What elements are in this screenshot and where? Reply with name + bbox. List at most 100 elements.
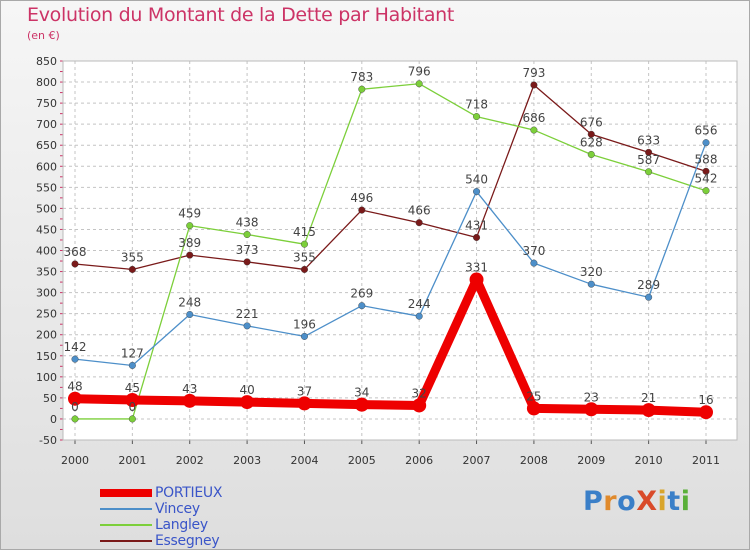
data-label-langley: 459 (178, 207, 201, 221)
series-line-portieux (70, 275, 711, 417)
data-label-essegney: 355 (121, 250, 144, 264)
data-label-langley: 0 (71, 400, 79, 414)
y-tick-label: 100 (36, 371, 57, 384)
data-point-portieux (354, 397, 369, 412)
data-label-portieux: 32 (412, 386, 427, 400)
x-tick-label: 2009 (577, 454, 605, 467)
data-point-vincey (300, 332, 308, 340)
data-point-vincey (645, 293, 653, 301)
data-point-langley (186, 222, 194, 230)
data-point-langley (358, 85, 366, 93)
data-label-langley: 415 (293, 225, 316, 239)
logo-letter: X (636, 486, 658, 517)
data-label-langley: 587 (637, 153, 660, 167)
data-point-vincey (702, 139, 710, 147)
data-label-langley: 718 (465, 98, 488, 112)
data-point-portieux (641, 403, 656, 418)
data-label-vincey: 289 (637, 278, 660, 292)
y-tick-label: 350 (36, 266, 57, 279)
data-point-vincey (473, 188, 481, 196)
data-point-portieux (68, 391, 82, 406)
y-tick-label: 600 (36, 160, 57, 173)
data-label-vincey: 196 (293, 317, 316, 331)
y-tick-label: 0 (50, 413, 57, 426)
plot-border (62, 60, 738, 441)
x-tick-label: 2010 (635, 454, 663, 467)
data-label-langley: 783 (350, 70, 373, 84)
data-label-vincey: 656 (695, 124, 718, 138)
logo-letter: r (603, 486, 618, 517)
logo-letter: i (657, 486, 668, 517)
x-tick-label: 2011 (692, 454, 720, 467)
data-label-portieux: 45 (125, 381, 140, 395)
x-tick-label: 2001 (118, 454, 146, 467)
data-point-essegney (473, 233, 481, 241)
chart-title: Evolution du Montant de la Dette par Hab… (27, 4, 455, 26)
data-point-essegney (530, 81, 538, 89)
data-point-portieux (699, 405, 713, 420)
data-point-portieux (125, 392, 140, 407)
data-point-essegney (243, 258, 251, 266)
data-label-essegney: 389 (178, 236, 201, 250)
data-point-langley (587, 150, 595, 158)
data-point-essegney (702, 167, 710, 175)
y-tick-label: 450 (36, 223, 57, 236)
data-point-langley (473, 113, 481, 121)
data-label-essegney: 496 (350, 191, 373, 205)
data-label-langley: 796 (408, 65, 431, 79)
data-point-essegney (186, 251, 194, 259)
data-point-essegney (300, 265, 308, 273)
data-point-portieux (412, 398, 427, 413)
legend-swatch (100, 508, 152, 510)
data-point-langley (530, 126, 538, 134)
data-label-vincey: 320 (580, 265, 603, 279)
data-point-essegney (415, 219, 423, 227)
data-point-langley (415, 80, 423, 88)
x-tick-label: 2005 (348, 454, 376, 467)
data-point-essegney (128, 265, 136, 273)
data-point-vincey (587, 280, 595, 288)
data-point-portieux (240, 395, 255, 410)
legend-swatch (100, 489, 152, 497)
y-tick-label: 400 (36, 245, 57, 258)
data-point-langley (300, 240, 308, 248)
data-label-portieux: 16 (698, 393, 713, 407)
y-tick-label: -50 (39, 434, 57, 447)
series-line-vincey (74, 142, 707, 367)
data-label-vincey: 127 (121, 346, 144, 360)
x-tick-label: 2006 (405, 454, 433, 467)
data-point-essegney (358, 206, 366, 214)
y-tick-label: 250 (36, 308, 57, 321)
data-point-vincey (530, 259, 538, 267)
logo-letter: t (667, 486, 681, 517)
legend-swatch (100, 540, 152, 542)
data-label-portieux: 43 (182, 382, 197, 396)
data-label-vincey: 269 (350, 287, 373, 301)
data-label-portieux: 37 (297, 384, 312, 398)
legend-label: Essegney (155, 533, 220, 549)
series-line-langley (74, 83, 707, 420)
y-tick-label: 200 (36, 329, 57, 342)
y-tick-label: 150 (36, 350, 57, 363)
data-point-vincey (358, 302, 366, 310)
data-point-portieux (297, 396, 312, 411)
data-label-portieux: 21 (641, 391, 656, 405)
y-tick-label: 500 (36, 202, 57, 215)
data-point-langley (243, 230, 251, 238)
data-label-essegney: 588 (695, 152, 718, 166)
data-point-essegney (71, 260, 79, 268)
y-tick-label: 550 (36, 181, 57, 194)
data-label-portieux: 23 (584, 390, 599, 404)
logo-letter: i (680, 486, 691, 517)
data-label-portieux: 25 (526, 389, 541, 403)
data-label-essegney: 431 (465, 218, 488, 232)
data-label-essegney: 368 (64, 245, 87, 259)
data-point-essegney (587, 130, 595, 138)
data-label-portieux: 48 (67, 380, 82, 394)
data-label-vincey: 370 (522, 244, 545, 258)
x-tick-label: 2004 (290, 454, 318, 467)
y-tick-label: 300 (36, 287, 57, 300)
data-label-vincey: 244 (408, 297, 431, 311)
data-label-essegney: 676 (580, 115, 603, 129)
